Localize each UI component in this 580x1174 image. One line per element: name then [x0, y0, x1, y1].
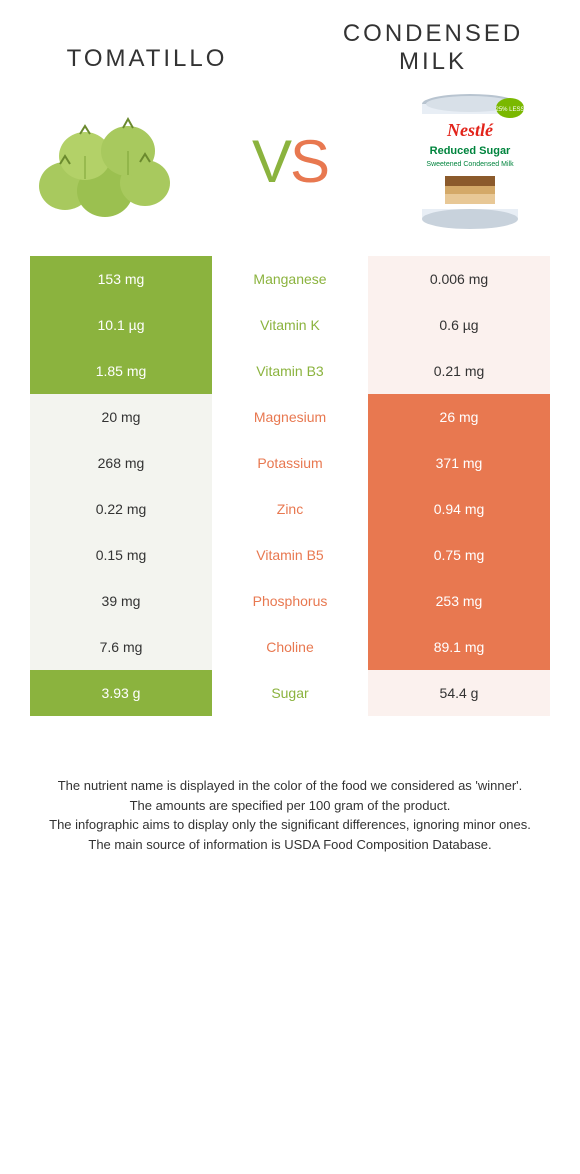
- svg-text:Reduced Sugar: Reduced Sugar: [430, 145, 511, 157]
- right-value: 0.21 mg: [368, 348, 550, 394]
- right-value: 89.1 mg: [368, 624, 550, 670]
- right-title: Condensed Milk: [316, 20, 550, 76]
- left-value: 153 mg: [30, 256, 212, 302]
- left-title: Tomatillo: [30, 45, 264, 73]
- nutrient-label: Potassium: [212, 440, 368, 486]
- table-row: 3.93 gSugar54.4 g: [30, 670, 550, 716]
- nutrient-label: Zinc: [212, 486, 368, 532]
- table-row: 0.22 mgZinc0.94 mg: [30, 486, 550, 532]
- vs-label: VS: [252, 127, 328, 196]
- left-value: 39 mg: [30, 578, 212, 624]
- tomatillo-image: [30, 96, 190, 226]
- footer-line-2: The amounts are specified per 100 gram o…: [40, 796, 540, 816]
- table-row: 7.6 mgCholine89.1 mg: [30, 624, 550, 670]
- right-value: 253 mg: [368, 578, 550, 624]
- nutrient-label: Manganese: [212, 256, 368, 302]
- nutrient-label: Vitamin B3: [212, 348, 368, 394]
- left-value: 1.85 mg: [30, 348, 212, 394]
- header-right: Condensed Milk: [316, 20, 550, 76]
- table-row: 153 mgManganese0.006 mg: [30, 256, 550, 302]
- right-value: 0.75 mg: [368, 532, 550, 578]
- left-value: 20 mg: [30, 394, 212, 440]
- svg-text:Nestlé: Nestlé: [446, 120, 494, 140]
- footer-line-4: The main source of information is USDA F…: [40, 835, 540, 855]
- right-value: 371 mg: [368, 440, 550, 486]
- right-value: 0.6 µg: [368, 302, 550, 348]
- left-value: 3.93 g: [30, 670, 212, 716]
- table-row: 10.1 µgVitamin K0.6 µg: [30, 302, 550, 348]
- right-value: 0.94 mg: [368, 486, 550, 532]
- table-row: 268 mgPotassium371 mg: [30, 440, 550, 486]
- table-row: 39 mgPhosphorus253 mg: [30, 578, 550, 624]
- header-row: Tomatillo Condensed Milk: [30, 20, 550, 76]
- images-row: VS Nestlé Reduced Sugar Sweetened Conden…: [30, 96, 550, 226]
- table-row: 1.85 mgVitamin B30.21 mg: [30, 348, 550, 394]
- vs-s: S: [290, 128, 328, 195]
- table-row: 20 mgMagnesium26 mg: [30, 394, 550, 440]
- left-value: 10.1 µg: [30, 302, 212, 348]
- footer-notes: The nutrient name is displayed in the co…: [30, 776, 550, 854]
- svg-text:25% LESS: 25% LESS: [495, 107, 524, 113]
- condensed-milk-image: Nestlé Reduced Sugar Sweetened Condensed…: [390, 96, 550, 226]
- right-value: 0.006 mg: [368, 256, 550, 302]
- nutrient-label: Magnesium: [212, 394, 368, 440]
- footer-line-3: The infographic aims to display only the…: [40, 815, 540, 835]
- nutrient-label: Phosphorus: [212, 578, 368, 624]
- left-value: 0.15 mg: [30, 532, 212, 578]
- vs-v: V: [252, 128, 290, 195]
- svg-text:Sweetened Condensed Milk: Sweetened Condensed Milk: [426, 161, 514, 168]
- nutrient-label: Sugar: [212, 670, 368, 716]
- right-value: 54.4 g: [368, 670, 550, 716]
- table-row: 0.15 mgVitamin B50.75 mg: [30, 532, 550, 578]
- left-value: 7.6 mg: [30, 624, 212, 670]
- nutrient-label: Choline: [212, 624, 368, 670]
- left-value: 0.22 mg: [30, 486, 212, 532]
- nutrient-label: Vitamin K: [212, 302, 368, 348]
- right-value: 26 mg: [368, 394, 550, 440]
- nutrient-label: Vitamin B5: [212, 532, 368, 578]
- left-value: 268 mg: [30, 440, 212, 486]
- comparison-table: 153 mgManganese0.006 mg10.1 µgVitamin K0…: [30, 256, 550, 716]
- footer-line-1: The nutrient name is displayed in the co…: [40, 776, 540, 796]
- header-left: Tomatillo: [30, 20, 264, 73]
